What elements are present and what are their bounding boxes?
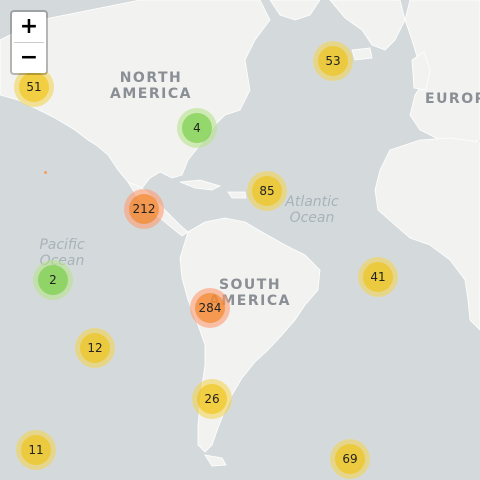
cluster-count: 2 — [38, 265, 68, 295]
label-line: Ocean — [289, 210, 335, 226]
greenland-landmass — [269, 0, 321, 21]
cluster-marker[interactable]: 41 — [358, 257, 398, 297]
cluster-count: 284 — [195, 293, 225, 323]
label-line: AMERICA — [110, 86, 192, 102]
region-label-north-america: NORTH AMERICA — [96, 70, 206, 102]
cluster-count: 11 — [21, 435, 51, 465]
cluster-count: 26 — [197, 384, 227, 414]
cluster-marker[interactable]: 4 — [177, 108, 217, 148]
cluster-marker[interactable]: 11 — [16, 430, 56, 470]
cluster-marker[interactable]: 12 — [75, 328, 115, 368]
zoom-control: + − — [10, 10, 48, 75]
iceland-island — [351, 47, 373, 61]
label-line: Pacific — [39, 237, 85, 253]
arctic-island — [329, 0, 406, 51]
cluster-marker[interactable]: 212 — [124, 189, 164, 229]
cluster-count: 53 — [318, 46, 348, 76]
cluster-count: 51 — [19, 72, 49, 102]
cluster-marker[interactable]: 69 — [330, 439, 370, 479]
uk-island — [411, 51, 431, 91]
cuba-island — [179, 179, 222, 191]
cluster-marker[interactable]: 51 — [14, 67, 54, 107]
north-america-landmass — [0, 0, 271, 191]
zoom-in-button[interactable]: + — [19, 14, 39, 39]
cluster-marker[interactable]: 85 — [247, 171, 287, 211]
zoom-out-button[interactable]: − — [14, 42, 44, 73]
cluster-count: 41 — [363, 262, 393, 292]
hispaniola-island — [227, 191, 247, 199]
cluster-count: 85 — [252, 176, 282, 206]
label-line: SOUTH — [218, 277, 282, 293]
region-label-europe: EUROPE — [425, 91, 480, 107]
cluster-count: 12 — [80, 333, 110, 363]
africa-landmass — [374, 137, 480, 331]
cluster-marker[interactable]: 2 — [33, 260, 73, 300]
ocean-label-atlantic: Atlantic Ocean — [272, 194, 352, 226]
cluster-count: 69 — [335, 444, 365, 474]
cluster-marker[interactable]: 53 — [313, 41, 353, 81]
cluster-marker[interactable]: 26 — [192, 379, 232, 419]
label-line: NORTH — [119, 70, 183, 86]
cluster-count: 4 — [182, 113, 212, 143]
cluster-count: 212 — [129, 194, 159, 224]
cluster-marker[interactable]: 284 — [190, 288, 230, 328]
south-america-landmass — [179, 217, 321, 453]
tierra-del-fuego-island — [204, 454, 227, 467]
europe-landmass — [404, 0, 480, 146]
marker-dot[interactable] — [44, 171, 47, 174]
label-line: Atlantic — [285, 194, 339, 210]
